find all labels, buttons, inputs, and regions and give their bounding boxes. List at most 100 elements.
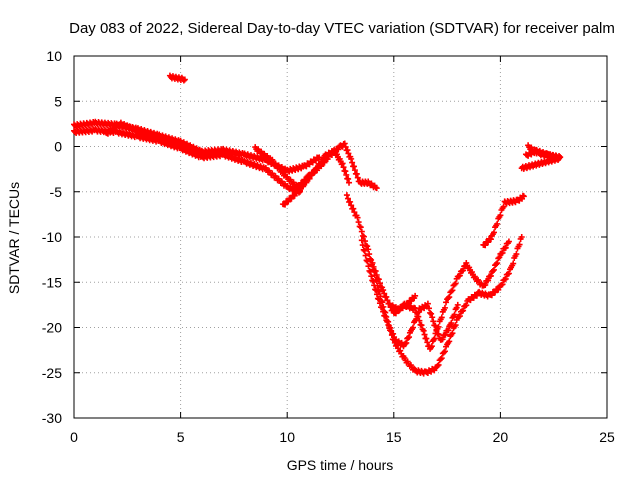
grid — [74, 56, 607, 418]
data-point — [437, 356, 444, 363]
data-point — [343, 171, 350, 178]
data-point — [429, 314, 436, 321]
data-point — [375, 276, 382, 283]
data-point — [181, 142, 188, 149]
data-point — [418, 322, 425, 329]
x-tick-label: 5 — [177, 429, 185, 445]
data-point — [348, 202, 355, 209]
data-point — [353, 170, 360, 177]
data-point — [449, 287, 456, 294]
data-point — [435, 323, 442, 330]
data-point — [494, 220, 501, 227]
data-point — [358, 237, 365, 244]
series-trace-13 — [518, 146, 564, 172]
data-point — [354, 174, 361, 181]
data-point — [451, 281, 458, 288]
x-tick-label: 0 — [70, 429, 78, 445]
data-point — [368, 273, 375, 280]
data-point — [445, 327, 452, 334]
data-point — [451, 311, 458, 318]
data-point — [460, 307, 467, 314]
data-point — [375, 296, 382, 303]
data-point — [453, 304, 460, 311]
data-point — [392, 310, 399, 317]
data-point — [456, 272, 463, 279]
data-point — [320, 156, 327, 163]
y-tick-label: -20 — [42, 320, 62, 336]
data-point — [438, 314, 445, 321]
data-point — [510, 260, 517, 267]
data-point — [384, 297, 391, 304]
data-point — [382, 313, 389, 320]
data-point — [397, 347, 404, 354]
data-point — [360, 233, 367, 240]
data-point — [342, 168, 349, 175]
data-point — [497, 212, 504, 219]
data-point — [366, 267, 373, 274]
data-point — [454, 301, 461, 308]
data-point — [379, 304, 386, 311]
data-point — [384, 318, 391, 325]
data-point — [488, 292, 495, 299]
data-point — [373, 272, 380, 279]
data-point — [364, 258, 371, 265]
data-point — [403, 339, 410, 346]
data-point — [494, 260, 501, 267]
data-point — [446, 294, 453, 301]
data-point — [370, 263, 377, 270]
data-point — [387, 324, 394, 331]
data-point — [448, 320, 455, 327]
data-point — [359, 242, 366, 249]
data-point — [370, 278, 377, 285]
data-point — [443, 299, 450, 306]
data-point — [424, 300, 431, 307]
data-point — [482, 281, 489, 288]
data-point — [306, 175, 313, 182]
y-tick-label: -15 — [42, 274, 62, 290]
data-point — [482, 242, 489, 249]
data-point — [413, 309, 420, 316]
series-trace-10 — [386, 292, 419, 313]
data-point — [351, 209, 358, 216]
data-point — [412, 292, 419, 299]
data-point — [373, 287, 380, 294]
data-point — [180, 77, 187, 84]
data-point — [440, 349, 447, 356]
data-point — [317, 160, 324, 167]
data-point — [495, 255, 502, 262]
data-point — [492, 289, 499, 296]
data-point — [291, 192, 298, 199]
data-point — [345, 175, 352, 182]
data-point — [351, 167, 358, 174]
data-point — [445, 295, 452, 302]
data-point — [314, 164, 321, 171]
data-point — [390, 330, 397, 337]
data-point — [340, 164, 347, 171]
data-point — [424, 339, 431, 346]
data-point — [376, 300, 383, 307]
data-point — [438, 355, 445, 362]
data-point — [496, 254, 503, 261]
data-point — [485, 277, 492, 284]
data-point — [431, 335, 438, 342]
y-axis-label: SDTVAR / TECUs — [6, 182, 22, 294]
series-trace-5 — [252, 140, 380, 192]
data-point — [421, 331, 428, 338]
data-point — [499, 281, 506, 288]
data-point — [181, 76, 188, 83]
y-tick-label: 0 — [54, 139, 62, 155]
data-point — [372, 268, 379, 275]
data-point — [516, 241, 523, 248]
data-point — [412, 305, 419, 312]
data-point — [350, 205, 357, 212]
data-point — [491, 266, 498, 273]
data-point — [502, 244, 509, 251]
data-point — [435, 361, 442, 368]
data-point — [311, 169, 318, 176]
data-point — [432, 322, 439, 329]
ticks: 0 5 10 15 20 25 10 5 0 -5 -10 -15 -20 -25 -30 — [42, 48, 615, 445]
data-point — [349, 159, 356, 166]
data-point — [361, 247, 368, 254]
data-point — [344, 147, 351, 154]
data-point — [430, 318, 437, 325]
